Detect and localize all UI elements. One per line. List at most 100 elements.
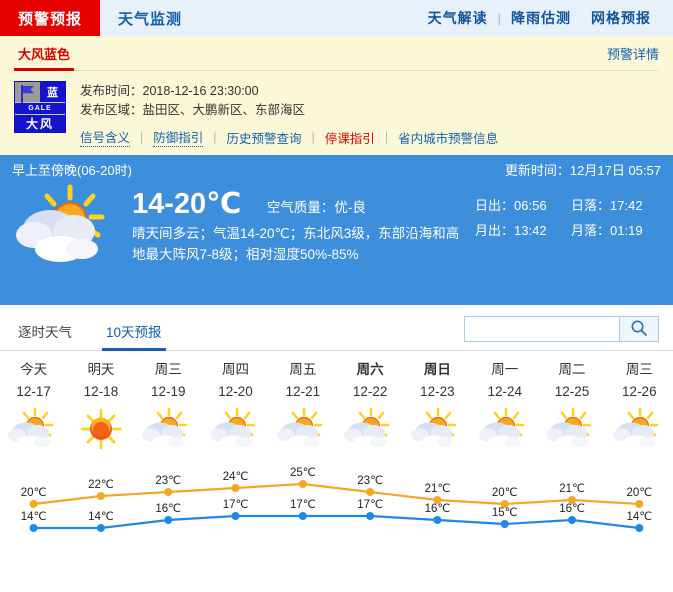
forecast-day-column[interactable]: 周一 12-24 — [471, 359, 538, 403]
alert-link-class-suspension[interactable]: 停课指引 — [324, 131, 375, 146]
moon-times-row: 月出：13:42 月落：01:19 — [475, 218, 661, 243]
nav-item-warning-forecast[interactable]: 预警预报 — [0, 0, 101, 36]
forecast-icon-cell — [202, 407, 269, 454]
alert-info: 发布时间：2018-12-16 23:30:00 发布区域：盐田区、大鹏新区、东… — [80, 81, 659, 147]
sun-behind-cloud-icon — [12, 183, 132, 269]
ten-day-forecast: 今天 12-17 明天 12-18 周三 12-19 周四 12-20 周五 1… — [0, 351, 673, 548]
low-temp-label: 14℃ — [88, 511, 114, 523]
forecast-day-column[interactable]: 今天 12-17 — [0, 359, 67, 403]
nav-item-weather-monitor[interactable]: 天气监测 — [118, 10, 183, 28]
alert-body: 蓝 GALE 大风 发布时间：2018-12-16 23:30:00 发布区域：… — [14, 71, 659, 147]
sun-icon — [75, 407, 127, 454]
alert-area-value: 盐田区、大鹏新区、东部海区 — [142, 103, 306, 117]
alert-panel: 大风蓝色 预警详情 蓝 GALE 大风 — [0, 36, 673, 155]
forecast-day-column[interactable]: 周六 12-22 — [336, 359, 403, 403]
flag-icon — [15, 82, 40, 103]
moonrise-label: 月出： — [475, 223, 515, 238]
low-temp-label: 16℃ — [559, 503, 585, 515]
alert-link-defense-guide[interactable]: 防御指引 — [153, 127, 204, 147]
search-box — [464, 316, 659, 342]
day-name: 周日 — [423, 362, 451, 377]
sun-behind-cloud-icon — [209, 407, 262, 454]
high-temp-label: 22℃ — [88, 479, 114, 491]
forecast-day-column[interactable]: 周四 12-20 — [202, 359, 269, 403]
alert-links-row: 信号含义 | 防御指引 | 历史预警查询 | 停课指引 | 省内城市预警信息 — [80, 127, 659, 147]
day-date: 12-25 — [554, 384, 590, 399]
top-nav-left-group: 预警预报 天气监测 — [0, 0, 200, 36]
day-date: 12-21 — [285, 384, 321, 399]
low-temp-label: 17℃ — [357, 499, 383, 511]
air-quality-label: 空气质量： — [266, 200, 335, 215]
sun-behind-cloud-icon — [276, 407, 329, 454]
weather-description: 晴天间多云；气温14-20℃；东北风3级，东部沿海和高地最大阵风7-8级；相对湿… — [132, 226, 460, 262]
gale-blue-warning-icon: 蓝 GALE 大风 — [14, 81, 66, 133]
low-temp-label: 17℃ — [222, 499, 249, 511]
day-name: 周二 — [558, 362, 586, 377]
alert-issue-time-value: 2018-12-16 23:30:00 — [142, 84, 259, 98]
tab-ten-day-forecast[interactable]: 10天预报 — [102, 321, 166, 351]
sun-behind-cloud-icon — [478, 407, 531, 454]
forecast-icon-cell — [269, 407, 336, 454]
search-input[interactable] — [464, 316, 619, 342]
forecast-day-column[interactable]: 明天 12-18 — [67, 359, 134, 403]
nav-link-grid-forecast[interactable]: 网格预报 — [591, 10, 651, 26]
forecast-icons-row — [0, 407, 673, 454]
high-temp-label: 21℃ — [559, 483, 585, 495]
day-date: 12-24 — [487, 384, 522, 399]
day-name: 周六 — [356, 362, 384, 377]
day-name: 明天 — [87, 362, 115, 377]
sunrise-time: 日出：06:56 — [475, 193, 571, 218]
sunset-value: 17:42 — [610, 198, 643, 213]
tab-hourly-weather[interactable]: 逐时天气 — [18, 325, 72, 340]
high-temp-label: 20℃ — [20, 487, 47, 499]
high-temp-label: 23℃ — [155, 475, 182, 487]
warning-icon-gale-text: GALE — [15, 102, 65, 115]
forecast-day-column[interactable]: 周三 12-19 — [135, 359, 202, 403]
forecast-day-column[interactable]: 周日 12-23 — [404, 359, 471, 403]
update-time-value: 12月17日 05:57 — [569, 162, 661, 178]
sun-behind-cloud-icon — [411, 407, 463, 454]
alert-tab-gale-blue[interactable]: 大风蓝色 — [14, 36, 75, 71]
sun-behind-cloud-icon — [7, 407, 60, 454]
forecast-period-label: 早上至傍晚(06-20时) — [12, 162, 132, 178]
nav-link-weather-analysis[interactable]: 天气解读 — [427, 10, 488, 26]
forecast-tabs-row: 逐时天气 10天预报 — [0, 305, 673, 351]
forecast-day-column[interactable]: 周三 12-26 — [606, 359, 673, 403]
day-date: 12-22 — [352, 384, 388, 399]
temperature-range: 14-20℃ — [132, 188, 242, 220]
forecast-day-column[interactable]: 周二 12-25 — [538, 359, 605, 403]
sunset-label: 日落： — [571, 198, 611, 213]
moonset-label: 月落： — [571, 223, 611, 238]
forecast-icon-cell — [135, 407, 202, 454]
alert-link-separator: | — [140, 130, 144, 144]
alert-detail-link[interactable]: 预警详情 — [606, 46, 659, 62]
alert-link-history-query[interactable]: 历史预警查询 — [226, 131, 302, 146]
sun-moon-times: 日出：06:56 日落：17:42 月出：13:42 月落：01:19 — [475, 183, 661, 269]
day-date: 12-20 — [218, 384, 253, 399]
day-date: 12-26 — [622, 384, 657, 399]
update-time-label: 更新时间： — [504, 162, 570, 178]
alert-link-separator: | — [213, 130, 217, 144]
low-temp-label: 16℃ — [155, 503, 182, 515]
alert-issue-time: 发布时间：2018-12-16 23:30:00 — [80, 82, 659, 101]
alert-link-signal-meaning[interactable]: 信号含义 — [80, 127, 131, 147]
alert-issue-time-label: 发布时间： — [80, 84, 143, 98]
day-date: 12-18 — [83, 384, 119, 399]
current-weather-panel: 早上至傍晚(06-20时) 更新时间：12月17日 05:57 — [0, 155, 673, 305]
nav-separator: | — [497, 10, 501, 26]
warning-icon-blue-char: 蓝 — [40, 82, 65, 103]
alert-link-province-city-warnings[interactable]: 省内城市预警信息 — [398, 131, 499, 146]
forecast-icon-cell — [606, 407, 673, 454]
day-name: 周五 — [289, 362, 317, 377]
forecast-icon-cell — [336, 407, 403, 454]
moonset-value: 01:19 — [610, 223, 643, 238]
forecast-day-column[interactable]: 周五 12-21 — [269, 359, 336, 403]
day-name: 今天 — [20, 362, 48, 377]
nav-link-rain-estimate[interactable]: 降雨估测 — [511, 10, 571, 26]
search-button[interactable] — [619, 316, 659, 342]
day-date: 12-17 — [16, 384, 51, 399]
top-nav-right-group: 天气解读 | 降雨估测 网格预报 — [418, 0, 673, 36]
top-navigation-bar: 预警预报 天气监测 天气解读 | 降雨估测 网格预报 — [0, 0, 673, 36]
forecast-icon-cell — [538, 407, 605, 454]
